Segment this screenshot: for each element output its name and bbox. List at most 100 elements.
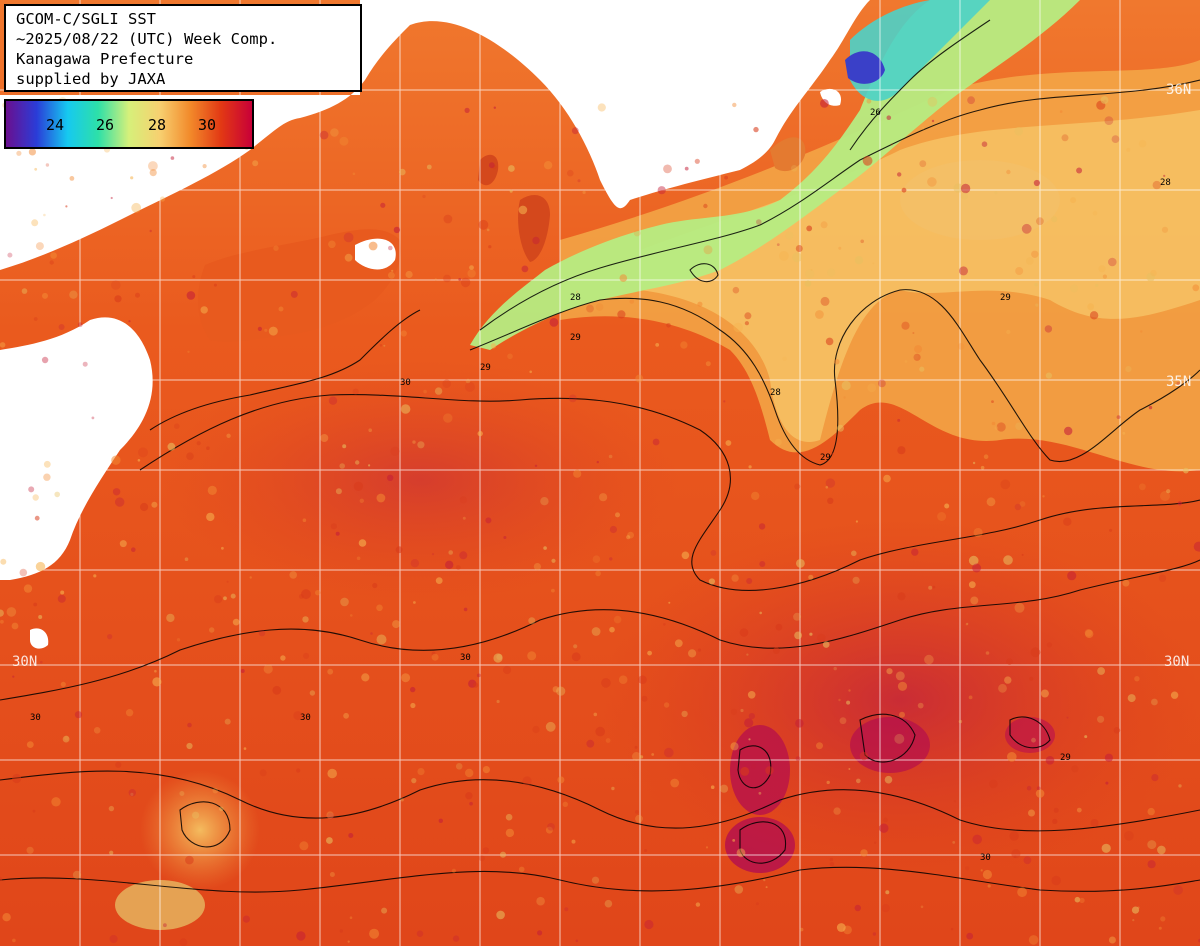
texture-speck [358,539,367,547]
texture-speck [758,791,762,795]
texture-speck [135,292,140,298]
texture-speck [518,866,525,873]
texture-speck [568,394,577,403]
texture-speck [827,268,836,277]
texture-speck [596,460,599,464]
texture-speck [179,938,188,946]
texture-speck [130,792,134,797]
texture-speck [744,718,754,728]
texture-speck [301,589,311,600]
texture-speck [1161,226,1169,233]
texture-speck [33,602,38,607]
texture-speck [825,337,834,346]
texture-speck [493,653,503,663]
texture-speck [330,128,339,137]
texture-speck [924,654,934,665]
texture-speck [170,156,175,160]
texture-speck [552,686,559,693]
texture-speck [639,755,644,759]
texture-speck [851,550,857,557]
texture-speck [128,789,136,797]
texture-speck [641,695,648,702]
texture-speck [866,98,872,104]
texture-speck [264,328,268,332]
texture-speck [815,310,824,319]
texture-speck [482,766,490,774]
texture-speck [663,702,670,708]
texture-speck [968,695,973,700]
texture-speck [705,361,711,367]
texture-speck [434,387,443,395]
lat-label-30n-right: 30N [1164,654,1190,670]
texture-speck [796,559,805,568]
texture-speck [268,326,278,336]
texture-speck [1116,415,1121,419]
texture-speck [817,633,826,643]
texture-speck [595,726,605,737]
texture-speck [901,187,907,193]
texture-speck [556,686,566,696]
texture-speck [879,823,889,833]
texture-speck [688,649,697,658]
texture-speck [1177,501,1182,506]
texture-speck [115,761,122,768]
contour-27 [689,263,719,283]
texture-speck [359,498,364,503]
texture-speck [1028,935,1039,945]
texture-speck [2,913,11,922]
texture-speck [534,464,538,467]
texture-speck [937,512,947,521]
texture-speck [809,632,813,636]
texture-speck [884,775,893,784]
texture-speck [919,160,927,168]
texture-speck [320,434,329,442]
texture-speck [60,590,65,595]
texture-speck [837,424,844,432]
texture-speck [34,167,38,171]
texture-speck [575,939,579,943]
texture-speck [319,130,329,140]
contour-28 [479,79,1200,331]
texture-speck [663,623,666,626]
texture-speck [790,165,798,172]
texture-speck [1029,676,1034,681]
texture-speck [860,239,864,244]
texture-speck [72,870,82,880]
texture-speck [804,280,812,287]
texture-speck [759,561,766,567]
texture-speck [952,841,956,844]
texture-speck [533,563,542,571]
texture-speck [221,546,224,550]
texture-speck [490,343,497,349]
texture-speck [329,872,335,877]
texture-speck [1051,216,1058,223]
texture-speck [32,809,36,813]
contour-label: 30 [400,378,411,388]
texture-speck [224,718,231,725]
texture-speck [0,558,7,565]
texture-speck [1098,265,1106,273]
texture-speck [1125,366,1132,373]
texture-speck [723,400,726,403]
texture-speck [505,813,513,821]
texture-speck [638,675,647,684]
texture-speck [694,158,700,164]
coastal-colder-spot [845,51,885,84]
texture-speck [618,675,628,684]
texture-speck [982,869,993,880]
texture-speck [488,162,495,169]
texture-speck [719,784,729,793]
texture-speck [826,780,830,785]
texture-speck [339,929,344,933]
texture-speck [522,776,532,786]
texture-speck [518,205,528,215]
texture-speck [1122,579,1130,587]
land-shikoku [198,229,401,342]
texture-speck [361,673,370,682]
title-line-date: ~2025/08/22 (UTC) Week Comp. [16,30,278,48]
texture-speck [130,176,134,180]
texture-speck [392,620,401,629]
contour-label: 29 [480,363,491,373]
texture-speck [862,155,873,166]
